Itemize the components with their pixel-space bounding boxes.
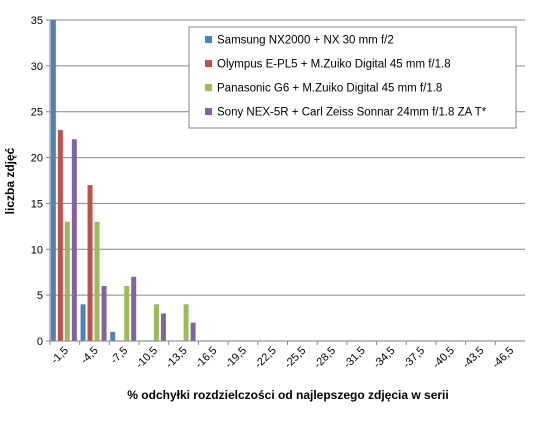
y-axis-title: liczba zdjęć <box>3 147 17 214</box>
x-axis-title: % odchyłki rozdzielczości od najlepszego… <box>127 388 448 402</box>
y-tick-label: 25 <box>31 107 43 119</box>
y-tick-labels: 0 5 10 15 20 25 30 35 <box>31 15 43 348</box>
x-tick-label: -19,5 <box>223 345 249 371</box>
legend-box <box>188 26 517 129</box>
bar <box>190 322 196 341</box>
bar <box>57 130 63 341</box>
bar <box>87 185 93 341</box>
y-tick-label: 30 <box>31 61 43 73</box>
x-tick-label: -10,5 <box>134 345 160 371</box>
bar <box>183 304 189 341</box>
bar <box>153 304 159 341</box>
legend-label: Sony NEX-5R + Carl Zeiss Sonnar 24mm f/1… <box>217 107 487 119</box>
legend-label: Samsung NX2000 + NX 30 mm f/2 <box>217 35 394 47</box>
x-tick-label: -40,5 <box>431 345 457 371</box>
bar <box>110 331 116 341</box>
y-tick-label: 10 <box>31 244 43 256</box>
bar <box>94 221 100 341</box>
x-tick-label: -37,5 <box>401 345 427 371</box>
x-tick-labels: -1,5 -4,5 -7,5 -10,5 -13,5 -16,5 -19,5 -22,5 -25… <box>49 345 516 371</box>
legend-swatch <box>205 108 212 115</box>
x-tick-label: -46,5 <box>490 345 516 371</box>
y-tick-label: 20 <box>31 153 43 165</box>
x-tick-label: -34,5 <box>371 345 397 371</box>
bars <box>50 20 523 341</box>
axes <box>49 20 525 342</box>
y-tick-label: 15 <box>31 198 43 210</box>
legend-swatch <box>205 84 212 91</box>
bar <box>131 276 137 341</box>
legend-swatch <box>205 36 212 43</box>
x-tick-label: -1,5 <box>49 345 71 367</box>
x-tick-label: -4,5 <box>79 345 101 367</box>
x-tick-label: -25,5 <box>282 345 308 371</box>
x-tick-label: -22,5 <box>253 345 279 371</box>
legend-label: Panasonic G6 + M.Zuiko Digital 45 mm f/1… <box>217 83 442 95</box>
y-tick-label: 5 <box>37 290 43 302</box>
legend-swatch <box>205 60 212 67</box>
legend: Samsung NX2000 + NX 30 mm f/2 Olympus E-P… <box>188 26 517 129</box>
x-tick-label: -43,5 <box>460 345 486 371</box>
x-tick-label: -13,5 <box>163 345 189 371</box>
bar <box>160 313 166 341</box>
y-tick-label: 0 <box>37 336 43 348</box>
bar <box>71 139 77 341</box>
x-tick-label: -31,5 <box>342 345 368 371</box>
bar <box>50 20 56 341</box>
y-tick-label: 35 <box>31 15 43 27</box>
x-tick-label: -16,5 <box>193 345 219 371</box>
bar <box>101 285 107 341</box>
bar <box>64 221 70 341</box>
bar <box>124 285 130 341</box>
legend-label: Olympus E-PL5 + M.Zuiko Digital 45 mm f/… <box>217 59 451 71</box>
x-tick-label: -7,5 <box>108 345 130 367</box>
bar <box>80 304 86 341</box>
x-tick-label: -28,5 <box>312 345 338 371</box>
